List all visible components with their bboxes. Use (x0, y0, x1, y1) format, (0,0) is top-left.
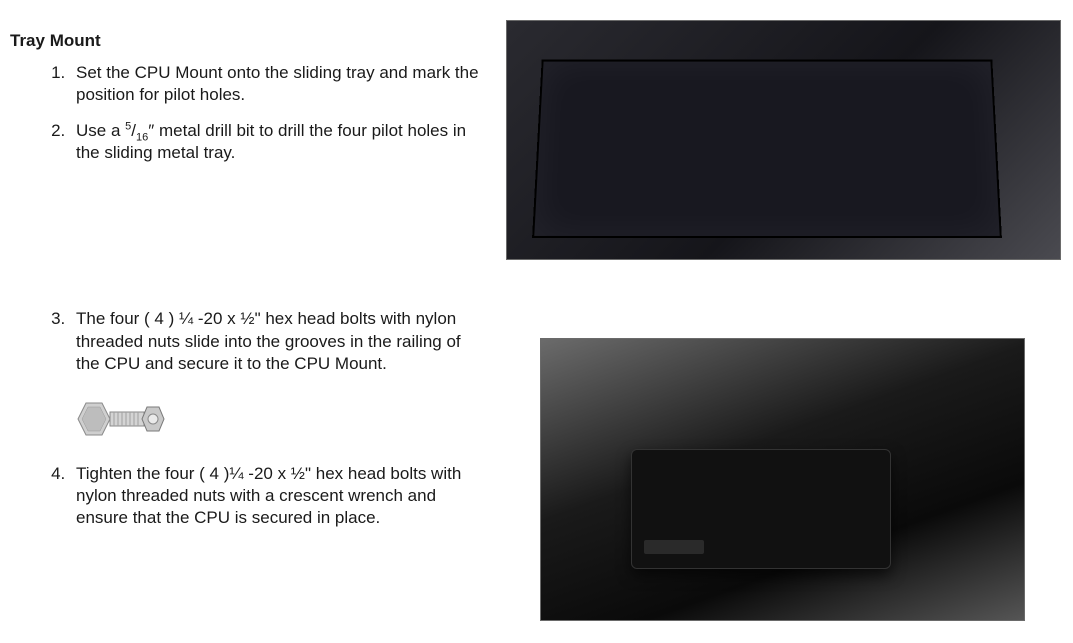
photo-tray-top (506, 20, 1061, 260)
bolt-icon (76, 395, 168, 443)
step-3-text: The four ( 4 ) ¼ -20 x ½" hex head bolts… (76, 309, 461, 372)
step-4: Tighten the four ( 4 )¼ -20 x ½" hex hea… (70, 463, 484, 529)
step-1-text: Set the CPU Mount onto the sliding tray … (76, 63, 479, 104)
step-2-post: ″ metal drill bit to drill the four pilo… (76, 121, 466, 162)
step-2-frac-den: 16 (136, 132, 148, 144)
step-2-pre: Use a (76, 121, 125, 140)
spacer (76, 164, 484, 294)
step-3: The four ( 4 ) ¼ -20 x ½" hex head bolts… (70, 308, 484, 442)
step-2-frac-num: 5 (125, 121, 131, 133)
step-2: Use a 5/16″ metal drill bit to drill the… (70, 120, 484, 294)
step-1: Set the CPU Mount onto the sliding tray … (70, 62, 484, 106)
document-page: Tray Mount Set the CPU Mount onto the sl… (0, 0, 1073, 643)
photo-cpu-mounted (540, 338, 1025, 621)
instruction-list: Set the CPU Mount onto the sliding tray … (44, 62, 484, 529)
bolt-figure (76, 395, 484, 443)
photo-cpu-shape (631, 449, 891, 569)
photo-tray-shape (532, 60, 1002, 238)
step-4-text: Tighten the four ( 4 )¼ -20 x ½" hex hea… (76, 464, 461, 527)
